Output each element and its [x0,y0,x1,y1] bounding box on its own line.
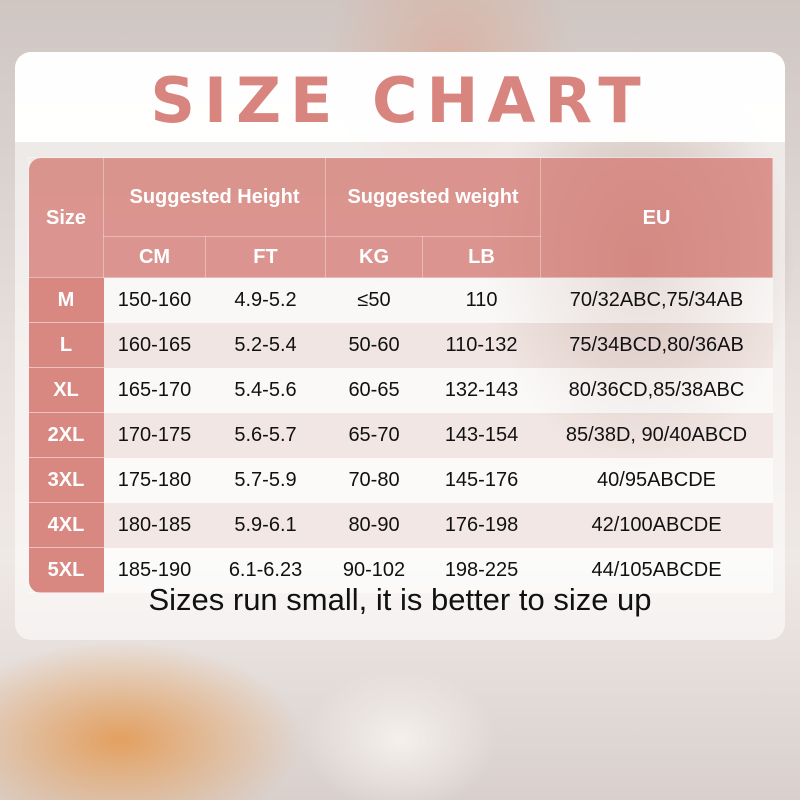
cell-lb: 110-132 [422,322,541,368]
header-eu: EU [540,157,774,278]
cell-size: XL [28,367,104,413]
cell-kg: 60-65 [325,367,423,413]
cell-eu: 75/34BCD,80/36AB [540,322,773,368]
size-note: Sizes run small, it is better to size up [148,582,652,617]
cell-eu: 80/36CD,85/38ABC [540,367,773,413]
cell-eu: 85/38D, 90/40ABCD [540,412,773,458]
header-kg: KG [325,236,424,278]
cell-lb: 132-143 [422,367,541,413]
cell-cm: 170-175 [103,412,206,458]
header-lb: LB [422,236,542,278]
cell-ft: 5.9-6.1 [205,502,326,548]
size-table: Size Suggested Height Suggested weight E… [28,157,774,593]
cell-size: 5XL [28,547,104,593]
table-row: 2XL 170-175 5.6-5.7 65-70 143-154 85/38D, 90/… [28,412,773,458]
cell-ft: 5.2-5.4 [205,322,326,368]
cell-eu: 70/32ABC,75/34AB [540,277,773,323]
cell-cm: 175-180 [103,457,206,503]
cell-cm: 180-185 [103,502,206,548]
cell-ft: 6.1-6.23 [205,547,326,593]
table-row: M 150-160 4.9-5.2 ≤50 110 70/32ABC,75/34AB [28,277,773,323]
cell-kg: 80-90 [325,502,423,548]
cell-ft: 5.7-5.9 [205,457,326,503]
cell-lb: 143-154 [422,412,541,458]
cell-eu: 42/100ABCDE [540,502,773,548]
cell-eu: 40/95ABCDE [540,457,773,503]
table-row: XL 165-170 5.4-5.6 60-65 132-143 80/36CD,85/3… [28,367,773,413]
cell-size: 2XL [28,412,104,458]
cell-kg: 90-102 [325,547,423,593]
cell-size: M [28,277,104,323]
table-row: 5XL 185-190 6.1-6.23 90-102 198-225 44/105ABC… [28,547,773,593]
header-cm: CM [103,236,206,278]
title-band [15,52,785,142]
cell-eu: 44/105ABCDE [540,547,773,593]
cell-kg: 70-80 [325,457,423,503]
table-row: L 160-165 5.2-5.4 50-60 110-132 75/34BCD,80/3… [28,322,773,368]
chart-panel [15,52,785,640]
cell-lb: 145-176 [422,457,541,503]
cell-size: 3XL [28,457,104,503]
table-row: 4XL 180-185 5.9-6.1 80-90 176-198 42/100ABCDE [28,502,773,548]
header-ft: FT [204,236,327,278]
cell-ft: 5.6-5.7 [205,412,326,458]
header-height: Suggested Height [102,157,327,237]
cell-ft: 5.4-5.6 [205,367,326,413]
cell-lb: 176-198 [422,502,541,548]
cell-kg: ≤50 [325,277,423,323]
table-row: 3XL 175-180 5.7-5.9 70-80 145-176 40/95ABCDE [28,457,773,503]
cell-lb: 110 [422,277,541,323]
cell-kg: 65-70 [325,412,423,458]
cell-cm: 185-190 [103,547,206,593]
cell-lb: 198-225 [422,547,541,593]
cell-cm: 165-170 [103,367,206,413]
page-title: SIZE CHART [150,64,650,137]
cell-size: L [28,322,104,368]
header-size: Size [28,157,104,278]
cell-cm: 150-160 [103,277,206,323]
cell-size: 4XL [28,502,104,548]
cell-cm: 160-165 [103,322,206,368]
header-weight: Suggested weight [325,157,542,237]
cell-ft: 4.9-5.2 [205,277,326,323]
cell-kg: 50-60 [325,322,423,368]
